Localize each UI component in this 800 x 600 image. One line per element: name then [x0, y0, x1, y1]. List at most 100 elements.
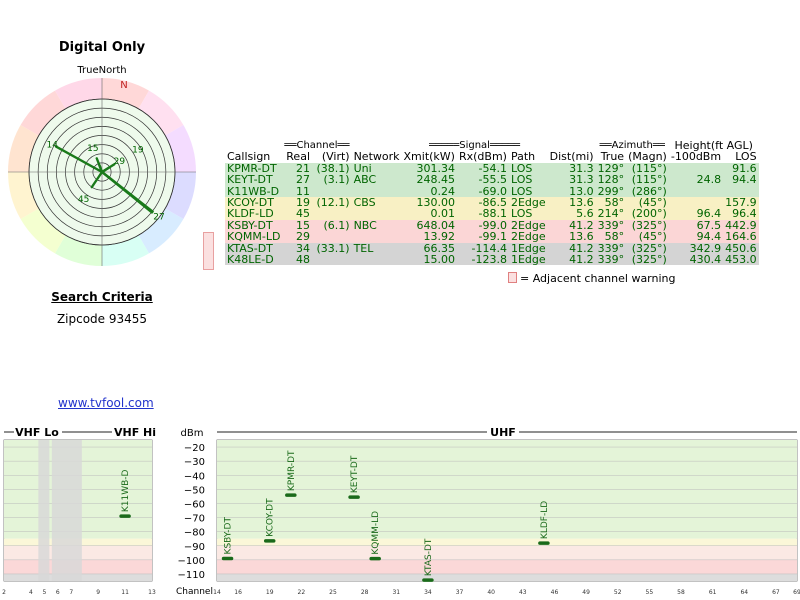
channel-label: 27	[153, 212, 164, 222]
station-cell-network: ABC	[351, 174, 402, 186]
uhf-channel-tick: 52	[614, 589, 622, 596]
station-row[interactable]: KEYT-DT 27 (3.1) ABC 248.45 -55.5 LOS 31.3 128°(…	[225, 174, 759, 186]
station-cell-virt: (33.1)	[312, 242, 352, 254]
station-cell-virt: (12.1)	[312, 197, 352, 208]
station-cell-hlos: 96.4	[723, 208, 759, 220]
station-cell-true_az: 339°	[595, 253, 627, 267]
station-cell-rx: -114.4	[456, 242, 509, 254]
station-cell-magn_az: (325°)	[626, 242, 669, 254]
station-label: KCOY-DT	[266, 498, 276, 537]
station-row[interactable]: K11WB-D 11 0.24 -69.0 LOS 13.0 299° (286°)	[225, 184, 759, 198]
vhf-hi-label: VHF Hi	[114, 426, 156, 439]
station-cell-h100	[668, 162, 724, 175]
station-cell-hlos: 442.9	[723, 218, 759, 232]
station-cell-h100	[668, 185, 724, 198]
column-header: Network	[353, 150, 400, 164]
column-header: (Magn)	[628, 150, 667, 164]
vhf-channel-tick: 9	[96, 589, 100, 596]
station-cell-hlos: 157.9	[723, 196, 759, 210]
column-header: Dist(mi)	[549, 150, 594, 164]
station-row[interactable]: KQMM-LD 29 13.92 -99.1 2Edge 13.6 58° (45°) 94.4…	[225, 230, 759, 244]
station-label: K11WB-D	[121, 469, 131, 512]
vhf-channel-tick: 5	[42, 589, 46, 596]
station-cell-hlos: 453.0	[723, 253, 759, 267]
station-cell-magn_az: (45°)	[626, 197, 669, 208]
search-criteria-heading: Search Criteria	[51, 290, 153, 304]
column-header: True	[600, 150, 625, 164]
station-row[interactable]: KSBY-DT 15 (6.1) NBC 648.04 -99.0 2Edge 41.2 339…	[225, 218, 759, 232]
station-cell-dist: 41.2	[547, 219, 596, 231]
station-cell-rx: -69.0	[456, 185, 509, 197]
station-cell-h100: 430.4	[668, 254, 724, 265]
polar-ring-segment	[165, 172, 196, 219]
tvfool-link[interactable]: www.tvfool.com	[58, 396, 154, 410]
column-header: Rx(dBm)	[458, 150, 507, 164]
station-cell-xmit: 301.34	[401, 162, 457, 174]
uhf-panel-signal-band	[217, 559, 797, 574]
uhf-channel-tick: 58	[677, 589, 685, 596]
station-cell-true_az: 214°	[595, 207, 627, 221]
station-cell-h100: 94.4	[668, 231, 724, 243]
station-cell-real: 11	[282, 185, 312, 197]
uhf-channel-tick: 25	[329, 589, 337, 596]
polar-ring-segment	[55, 78, 102, 109]
station-cell-network	[351, 208, 402, 220]
polar-ring-segment	[55, 235, 102, 266]
station-cell-dist: 31.3	[547, 162, 596, 174]
station-label: KSBY-DT	[224, 517, 234, 555]
uhf-channel-tick: 61	[709, 589, 717, 596]
station-vector	[98, 165, 104, 174]
station-cell-path: 1Edge	[508, 253, 548, 267]
vhf-hi-label-bg	[112, 426, 158, 439]
signal-spectrum-chart: VHF Lo VHF Hi UHF dBm −20 −30 −40 −50 −60 −70 −80 −…	[2, 426, 800, 597]
station-cell-path: 2Edge	[508, 230, 548, 244]
station-cell-real: 15	[282, 219, 312, 231]
truenorth-label: TrueNorth	[76, 65, 126, 76]
station-cell-real: 19	[282, 197, 312, 208]
station-cell-true_az: 58°	[595, 231, 627, 243]
polar-plot: TrueNorth N 14 15 29 19 45 27	[8, 65, 196, 266]
station-row[interactable]: KTAS-DT 34 (33.1) TEL 66.35 -114.4 1Edge 41.2 33…	[225, 242, 759, 254]
y-tick-label: −60	[184, 499, 205, 510]
station-vector	[90, 170, 104, 189]
station-cell-real: 34	[282, 242, 312, 254]
vhf-channel-tick: 13	[148, 589, 156, 596]
uhf-channel-tick: 67	[772, 589, 780, 596]
station-cell-rx: -99.0	[456, 219, 509, 231]
station-cell-network	[351, 254, 402, 266]
uhf-channel-tick: 31	[392, 589, 400, 596]
station-cell-xmit: 66.35	[401, 242, 457, 254]
station-cell-virt	[312, 185, 352, 198]
column-header: Xmit(kW)	[403, 150, 455, 164]
station-cell-path: LOS	[508, 162, 548, 174]
channel-label: 29	[114, 157, 126, 167]
station-label: KQMM-LD	[371, 511, 381, 555]
column-header: Callsign	[227, 150, 271, 164]
station-row[interactable]: KPMR-DT 21 (38.1) Uni 301.34 -54.1 LOS 31.3 129°…	[225, 162, 759, 175]
station-cell-magn_az: (325°)	[626, 254, 669, 265]
station-row[interactable]: KLDF-LD 45 0.01 -88.1 LOS 5.6 214° (200°) 96.4 96…	[225, 207, 759, 221]
vhf-lo-label-bg	[14, 426, 62, 439]
uhf-channel-tick: 22	[298, 589, 306, 596]
station-cell-h100: 24.8	[668, 174, 724, 186]
station-row[interactable]: KCOY-DT 19 (12.1) CBS 130.00 -86.5 2Edge 13.6 58…	[225, 197, 759, 208]
station-cell-dist: 41.2	[547, 254, 596, 265]
station-cell-true_az: 299°	[595, 184, 627, 198]
station-cell-callsign: KEYT-DT	[225, 174, 283, 186]
uhf-channel-tick: 43	[519, 589, 527, 596]
y-tick-label: −20	[184, 443, 205, 454]
station-row[interactable]: K48LE-D 48 15.00 -123.8 1Edge 41.2 339° (325°) 4…	[225, 254, 759, 265]
uhf-channel-tick: 64	[740, 589, 748, 596]
column-header: Path	[510, 150, 536, 164]
polar-ring-segment	[138, 90, 184, 136]
station-cell-network	[351, 231, 402, 243]
station-cell-network: CBS	[351, 197, 402, 208]
station-cell-hlos: 91.6	[723, 162, 759, 174]
uhf-label-bg	[487, 426, 519, 439]
station-cell-h100: 67.5	[668, 219, 724, 231]
station-cell-dist: 13.6	[547, 197, 596, 208]
station-vector	[100, 170, 154, 213]
station-cell-network: Uni	[351, 162, 402, 174]
station-label: KTAS-DT	[424, 538, 434, 576]
station-cell-network: NBC	[351, 219, 402, 231]
